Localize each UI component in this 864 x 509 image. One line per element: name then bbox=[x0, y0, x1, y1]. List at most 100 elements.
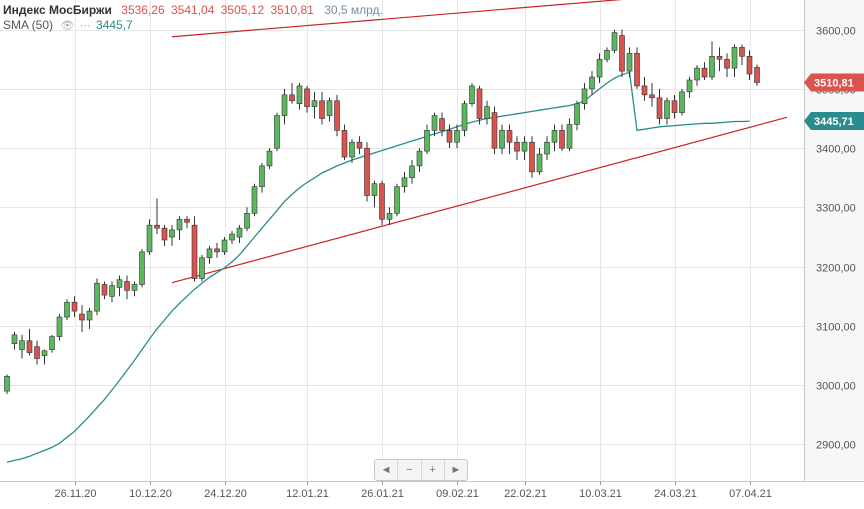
candle-up bbox=[56, 314, 63, 341]
eye-icon[interactable]: 👁 bbox=[60, 20, 75, 32]
candle-up bbox=[499, 124, 505, 155]
candle-up bbox=[469, 82, 475, 107]
candle-down bbox=[559, 124, 565, 152]
candle-down bbox=[634, 47, 640, 89]
y-tick-label: 3100,00 bbox=[816, 322, 856, 334]
candle-body bbox=[619, 35, 625, 72]
candle-body bbox=[484, 106, 490, 119]
candle-body bbox=[431, 115, 438, 131]
candle-down bbox=[746, 50, 753, 80]
x-tick-label: 09.02.21 bbox=[436, 488, 479, 500]
y-tick-label: 3400,00 bbox=[816, 144, 856, 156]
candle-up bbox=[679, 88, 685, 116]
plus-icon: + bbox=[429, 464, 436, 476]
candle-down bbox=[214, 242, 220, 258]
candle-down bbox=[754, 64, 760, 86]
candle-down bbox=[34, 340, 40, 365]
candle-body bbox=[296, 85, 303, 105]
candle-up bbox=[251, 183, 258, 217]
candle-body bbox=[94, 282, 100, 312]
candle-body bbox=[386, 213, 393, 220]
more-icon[interactable]: ⋯ bbox=[79, 20, 91, 32]
sma-line bbox=[6, 71, 750, 463]
candle-body bbox=[589, 76, 595, 90]
candle-body bbox=[611, 32, 618, 51]
sma-price-badge: 3445,71 bbox=[804, 112, 864, 131]
candle-up bbox=[266, 148, 273, 169]
candle-body bbox=[4, 375, 10, 392]
candle-body bbox=[176, 218, 183, 231]
candle-down bbox=[101, 281, 108, 300]
candle-body bbox=[724, 58, 730, 69]
minus-icon: − bbox=[406, 464, 413, 476]
candle-up bbox=[94, 278, 100, 316]
candle-down bbox=[79, 305, 85, 332]
candle-body bbox=[146, 224, 153, 253]
candle-body bbox=[649, 94, 655, 99]
candle-up bbox=[311, 91, 318, 119]
candle-up bbox=[221, 237, 228, 255]
candle-down bbox=[304, 85, 310, 113]
candle-body bbox=[71, 301, 78, 312]
candle-body bbox=[319, 100, 325, 119]
candle-up bbox=[109, 281, 115, 303]
candle-up bbox=[731, 44, 738, 78]
candle-down bbox=[154, 198, 160, 235]
candle-body bbox=[41, 350, 48, 356]
candle-body bbox=[709, 55, 715, 78]
candle-down bbox=[161, 225, 168, 246]
candle-up bbox=[64, 299, 70, 320]
candle-body bbox=[581, 88, 588, 105]
scroll-right-button[interactable]: ► bbox=[445, 460, 467, 480]
zoom-in-button[interactable]: + bbox=[422, 460, 445, 480]
candle-body bbox=[199, 257, 205, 279]
candle-body bbox=[596, 58, 603, 78]
candle-body bbox=[109, 285, 115, 297]
candle-up bbox=[326, 97, 333, 122]
candle-down bbox=[724, 53, 730, 78]
candle-down bbox=[184, 216, 190, 229]
candle-up bbox=[206, 245, 213, 264]
scroll-left-button[interactable]: ◄ bbox=[375, 460, 399, 480]
candle-body bbox=[409, 165, 415, 179]
zoom-out-button[interactable]: − bbox=[398, 460, 422, 480]
candle-down bbox=[506, 124, 513, 155]
candle-body bbox=[79, 313, 85, 321]
legend-low: 3505,12 bbox=[220, 3, 265, 17]
candle-body bbox=[536, 153, 543, 173]
legend-close: 3510,81 bbox=[270, 3, 314, 17]
trendlines bbox=[171, 0, 788, 284]
candle-up bbox=[11, 331, 18, 350]
candle-down bbox=[701, 62, 708, 80]
arrow-left-icon: ◄ bbox=[380, 464, 392, 476]
x-tick-label: 07.04.21 bbox=[729, 488, 772, 500]
candle-body bbox=[311, 100, 318, 107]
candle-body bbox=[694, 67, 700, 81]
candle-body bbox=[274, 115, 280, 149]
candle-up bbox=[536, 148, 543, 175]
candle-body bbox=[49, 336, 55, 350]
candle-down bbox=[319, 91, 325, 125]
candle-up bbox=[589, 71, 595, 95]
candle-up bbox=[551, 124, 558, 152]
candle-down bbox=[341, 124, 348, 160]
candle-body bbox=[401, 177, 408, 187]
candle-body bbox=[56, 316, 63, 337]
sma-value: 3445,7 bbox=[96, 18, 133, 32]
candle-body bbox=[356, 141, 363, 149]
candle-body bbox=[334, 100, 340, 131]
candle-down bbox=[356, 136, 363, 155]
candle-up bbox=[394, 183, 400, 217]
candle-up bbox=[611, 29, 618, 54]
candle-body bbox=[559, 130, 565, 149]
candle-down bbox=[671, 94, 678, 119]
candle-body bbox=[101, 284, 108, 296]
candle-body bbox=[221, 239, 228, 253]
candle-down bbox=[124, 275, 130, 300]
candle-up bbox=[86, 308, 93, 329]
arrow-right-icon: ► bbox=[450, 464, 462, 476]
candle-up bbox=[596, 53, 603, 83]
candle-body bbox=[26, 340, 33, 353]
